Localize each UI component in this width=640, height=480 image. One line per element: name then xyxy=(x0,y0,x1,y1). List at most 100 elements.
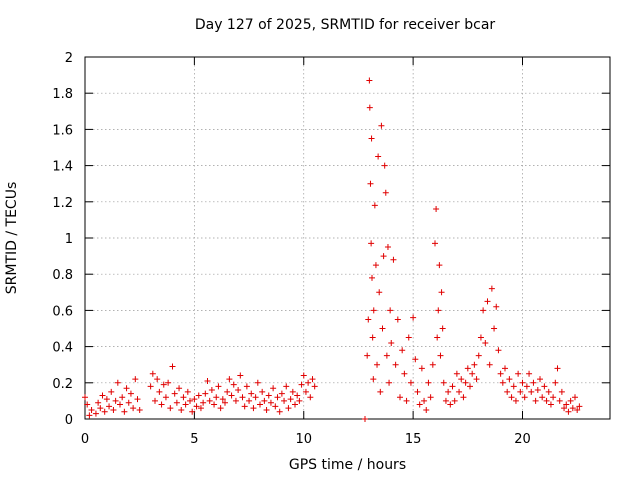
data-point xyxy=(369,274,375,281)
data-point xyxy=(368,135,375,142)
data-point xyxy=(556,397,563,404)
x-tick-label: 20 xyxy=(514,432,531,447)
data-point xyxy=(554,365,561,372)
data-point xyxy=(257,401,263,408)
data-point xyxy=(456,388,463,395)
data-point xyxy=(387,307,394,314)
y-tick-label: 0.6 xyxy=(52,304,73,319)
data-point xyxy=(261,397,268,404)
data-point xyxy=(397,394,403,401)
data-point xyxy=(460,394,467,401)
data-point xyxy=(92,410,99,417)
data-point xyxy=(184,388,191,395)
data-point xyxy=(178,406,185,413)
data-point xyxy=(97,405,104,412)
data-point xyxy=(298,381,305,388)
data-point xyxy=(508,394,515,401)
data-point xyxy=(191,396,198,403)
data-point xyxy=(376,289,383,296)
data-point xyxy=(84,401,91,408)
data-point xyxy=(502,365,508,372)
data-point xyxy=(537,376,543,383)
data-point xyxy=(414,388,421,395)
data-point xyxy=(123,385,130,392)
data-point xyxy=(464,365,471,372)
data-point xyxy=(112,397,119,404)
data-point xyxy=(99,392,106,399)
data-point xyxy=(228,392,235,399)
data-point xyxy=(254,379,261,386)
data-point xyxy=(189,408,196,415)
x-tick-label: 15 xyxy=(405,432,422,447)
data-point xyxy=(379,325,386,332)
data-point xyxy=(547,401,554,408)
data-point xyxy=(438,289,445,296)
data-point xyxy=(287,396,294,403)
data-point xyxy=(473,376,480,383)
data-point xyxy=(381,162,388,169)
data-point xyxy=(377,388,384,395)
data-point xyxy=(278,390,285,397)
data-point xyxy=(152,397,158,404)
data-point xyxy=(432,240,438,247)
data-point xyxy=(305,379,312,386)
data-point xyxy=(410,314,417,321)
data-point xyxy=(103,396,110,403)
data-point xyxy=(371,202,378,209)
data-point xyxy=(281,397,288,404)
data-point xyxy=(399,347,406,354)
data-point xyxy=(526,370,533,377)
data-point xyxy=(219,396,226,403)
data-point xyxy=(366,77,373,84)
data-point xyxy=(134,396,141,403)
data-point xyxy=(372,262,379,269)
data-point xyxy=(263,406,270,413)
data-point xyxy=(515,370,522,377)
data-point xyxy=(405,334,412,341)
data-point xyxy=(197,405,204,412)
x-axis-label: GPS time / hours xyxy=(288,457,407,473)
data-point xyxy=(173,399,180,406)
data-point xyxy=(232,397,239,404)
data-point xyxy=(136,406,143,413)
y-tick-label: 1.2 xyxy=(52,196,73,211)
data-point xyxy=(226,376,233,383)
data-point xyxy=(246,397,253,404)
data-point xyxy=(169,363,176,370)
y-tick-label: 0.4 xyxy=(52,341,73,356)
x-tick-label: 10 xyxy=(295,432,312,447)
data-point xyxy=(528,388,535,395)
data-point xyxy=(171,390,178,397)
data-point xyxy=(106,403,113,410)
data-point xyxy=(418,365,425,372)
data-point xyxy=(392,361,399,368)
data-point xyxy=(239,394,246,401)
data-point xyxy=(182,401,189,408)
data-point xyxy=(510,383,517,390)
data-point xyxy=(215,383,222,390)
data-point xyxy=(127,390,134,397)
data-point xyxy=(149,370,156,377)
data-point xyxy=(565,408,572,415)
data-point xyxy=(407,379,414,386)
data-point xyxy=(462,379,469,386)
data-point xyxy=(222,399,228,406)
data-point xyxy=(195,392,202,399)
data-point xyxy=(436,262,443,269)
data-point xyxy=(427,394,434,401)
data-point xyxy=(519,379,526,386)
data-point xyxy=(248,390,255,397)
data-point xyxy=(252,394,259,401)
data-point xyxy=(213,394,220,401)
y-tick-label: 1 xyxy=(65,232,73,247)
data-point xyxy=(447,401,454,408)
data-point xyxy=(294,392,301,399)
data-point xyxy=(272,403,279,410)
data-point xyxy=(439,325,446,332)
data-point xyxy=(552,379,559,386)
data-point xyxy=(541,383,548,390)
data-point xyxy=(117,401,123,408)
data-point xyxy=(394,316,401,323)
data-point xyxy=(311,383,318,390)
x-tick-label: 5 xyxy=(190,432,198,447)
